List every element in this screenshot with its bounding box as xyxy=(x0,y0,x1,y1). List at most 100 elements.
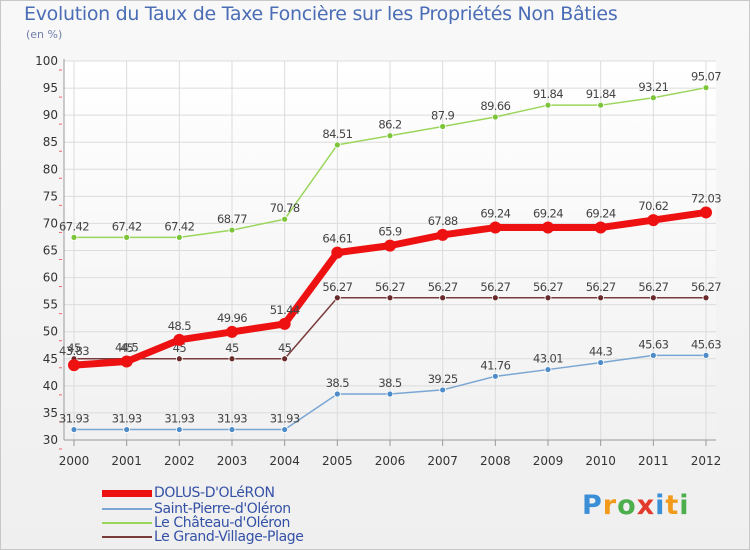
y-tick-label: 90 xyxy=(43,108,58,122)
data-point xyxy=(647,214,660,227)
data-label: 39.25 xyxy=(428,372,458,386)
y-tick-label: 50 xyxy=(43,325,58,339)
data-point xyxy=(544,294,552,302)
x-tick-label: 2003 xyxy=(217,454,248,468)
logo-letter: i xyxy=(655,490,666,521)
data-label: 56.27 xyxy=(375,280,405,294)
data-label: 67.88 xyxy=(428,214,458,228)
data-label: 56.27 xyxy=(638,280,668,294)
data-label: 67.42 xyxy=(59,219,89,233)
data-point xyxy=(175,426,183,433)
proxiti-logo: Proxiti xyxy=(582,490,690,521)
data-label: 56.27 xyxy=(480,280,510,294)
x-tick-label: 2007 xyxy=(427,454,458,468)
data-label: 45 xyxy=(225,341,239,355)
legend-label-saint-pierre: Saint-Pierre-d'Oléron xyxy=(154,501,291,517)
data-label: 70.62 xyxy=(638,199,668,213)
logo-letter: x xyxy=(636,490,656,521)
data-label: 31.93 xyxy=(59,412,89,426)
y-tick-label: 35 xyxy=(43,406,58,420)
legend-swatch-grand-village xyxy=(102,536,152,538)
data-label: 65.9 xyxy=(378,225,401,239)
y-tick-label: 80 xyxy=(43,162,58,176)
legend-label-dolus: DOLUS-D'OLéRON xyxy=(154,485,275,501)
data-label: 72.03 xyxy=(691,191,721,205)
data-point xyxy=(386,390,394,398)
data-label: 84.51 xyxy=(322,127,352,141)
data-label: 44.5 xyxy=(115,340,138,354)
x-tick-label: 2002 xyxy=(164,454,195,468)
y-tick-label: 65 xyxy=(43,244,58,258)
data-label: 68.77 xyxy=(217,212,247,226)
data-point xyxy=(386,132,394,140)
data-point xyxy=(68,359,80,372)
data-point xyxy=(386,294,394,302)
data-label: 67.42 xyxy=(112,219,142,233)
x-tick-label: 2012 xyxy=(691,454,722,468)
data-point xyxy=(439,386,447,394)
data-label: 89.66 xyxy=(480,99,510,113)
x-tick-label: 2011 xyxy=(638,454,669,468)
data-label: 56.27 xyxy=(533,280,563,294)
data-label: 91.84 xyxy=(533,87,563,101)
legend-label-chateau: Le Château-d'Oléron xyxy=(154,515,290,531)
data-label: 51.44 xyxy=(270,303,300,317)
data-label: 31.93 xyxy=(217,412,247,426)
data-label: 31.93 xyxy=(112,412,142,426)
x-tick-label: 2009 xyxy=(533,454,564,468)
data-label: 67.42 xyxy=(164,219,194,233)
data-label: 70.78 xyxy=(270,201,300,215)
data-label: 87.9 xyxy=(431,109,454,123)
data-point xyxy=(439,294,447,302)
x-tick-label: 2006 xyxy=(375,454,406,468)
data-point xyxy=(702,294,710,302)
data-label: 56.27 xyxy=(691,280,721,294)
data-label: 93.21 xyxy=(638,80,668,94)
x-tick-label: 2000 xyxy=(59,454,90,468)
legend-swatch-chateau xyxy=(102,522,152,524)
data-point xyxy=(70,426,78,433)
data-point xyxy=(544,366,552,373)
data-label: 56.27 xyxy=(322,280,352,294)
data-point xyxy=(333,294,341,302)
x-tick-label: 2004 xyxy=(269,454,300,468)
data-point xyxy=(491,294,499,302)
y-tick-label: 45 xyxy=(43,352,58,366)
data-label: 69.24 xyxy=(586,207,616,221)
y-tick-label: 85 xyxy=(43,135,58,149)
data-point xyxy=(226,325,238,338)
logo-letter: r xyxy=(602,490,618,521)
logo-letter: i xyxy=(679,490,690,521)
data-point xyxy=(700,206,712,219)
data-label: 86.2 xyxy=(378,118,401,132)
y-tick-label: 100 xyxy=(35,54,58,68)
data-point xyxy=(542,221,554,234)
data-point xyxy=(597,359,605,366)
data-point xyxy=(123,233,131,241)
data-point xyxy=(491,372,499,380)
x-tick-label: 2010 xyxy=(585,454,616,468)
data-label: 69.24 xyxy=(480,207,510,221)
data-point xyxy=(702,84,710,92)
data-point xyxy=(649,351,657,359)
data-point xyxy=(649,294,657,302)
y-tick-label: 30 xyxy=(43,433,58,447)
legend-swatch-saint-pierre xyxy=(102,508,152,510)
y-tick-label: 70 xyxy=(43,216,58,230)
data-point xyxy=(120,355,133,368)
data-label: 43.01 xyxy=(533,352,563,366)
data-point xyxy=(597,101,605,109)
data-point xyxy=(384,239,396,252)
data-point xyxy=(333,141,341,149)
data-point xyxy=(228,226,236,234)
data-label: 45 xyxy=(67,341,81,355)
data-point xyxy=(278,317,291,330)
chart-title: Evolution du Taux de Taxe Foncière sur l… xyxy=(24,3,618,25)
data-label: 41.76 xyxy=(480,358,510,372)
data-point xyxy=(228,426,236,433)
logo-letter: o xyxy=(617,490,637,521)
data-point xyxy=(491,113,499,121)
data-point xyxy=(70,233,78,241)
data-point xyxy=(489,221,502,234)
data-point xyxy=(175,355,183,363)
